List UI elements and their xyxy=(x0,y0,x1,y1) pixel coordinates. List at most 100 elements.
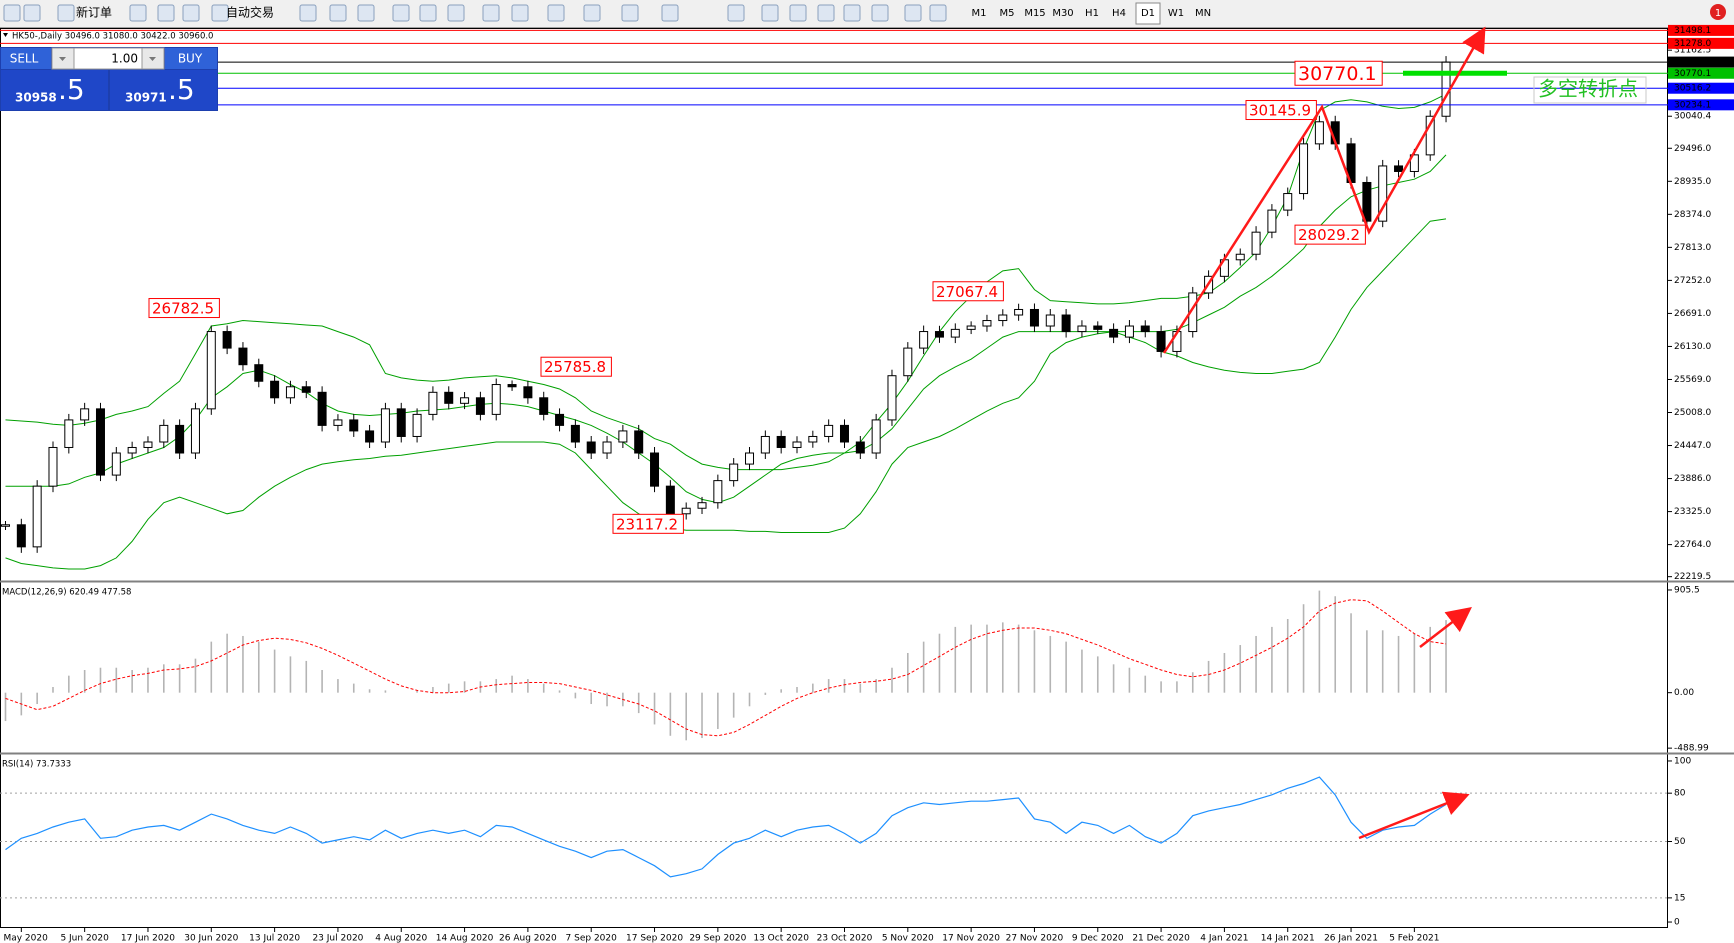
tool-icon[interactable] xyxy=(761,4,779,22)
tool-icon[interactable] xyxy=(392,4,410,22)
price-label: 28029.2 xyxy=(1298,226,1360,244)
x-tick-label: 23 Jul 2020 xyxy=(312,934,363,943)
timeframe-button[interactable]: M1 xyxy=(972,8,987,19)
candle xyxy=(159,424,169,443)
tool-icon[interactable] xyxy=(299,4,317,22)
tool-icon[interactable] xyxy=(357,4,375,22)
toolbar-icons: M1 M5 M15 M30 H1 H4 D1 W1 MN xyxy=(3,2,1211,25)
y-tick-label: 22219.5 xyxy=(1674,572,1711,582)
tool-icon[interactable] xyxy=(817,4,835,22)
y-tick-label: 0.00 xyxy=(1674,688,1694,698)
tool-icon[interactable] xyxy=(3,4,21,22)
candle xyxy=(1045,314,1055,327)
price-label: 26782.5 xyxy=(152,300,214,318)
x-tick-label: 26 Aug 2020 xyxy=(499,934,557,943)
timeframe-button[interactable]: D1 xyxy=(1141,8,1155,19)
tool-icon[interactable] xyxy=(904,4,922,22)
timeframe-button[interactable]: M5 xyxy=(1000,8,1015,19)
auto-trading-button[interactable]: 自动交易 xyxy=(226,5,274,20)
timeframe-button[interactable]: MN xyxy=(1195,8,1211,19)
tool-icon[interactable] xyxy=(57,4,75,22)
y-tick-label: 31162.5 xyxy=(1674,46,1711,56)
x-tick-label: 14 Aug 2020 xyxy=(436,934,494,943)
candle xyxy=(1251,231,1261,255)
candle xyxy=(1283,193,1293,211)
arrow-icon xyxy=(59,57,66,61)
notification-badge[interactable] xyxy=(1710,4,1726,20)
tool-icon[interactable] xyxy=(211,4,229,22)
y-tick-label: 23886.0 xyxy=(1674,474,1711,484)
x-tick-label: 23 Oct 2020 xyxy=(817,934,873,943)
timeframe-button[interactable]: M30 xyxy=(1052,8,1073,19)
buy-button[interactable] xyxy=(165,48,217,69)
candle xyxy=(333,419,343,426)
y-tick-label: 25569.0 xyxy=(1674,375,1711,385)
price-label: 27067.4 xyxy=(936,283,998,301)
timeframe-button[interactable]: W1 xyxy=(1168,8,1184,19)
y-tick-label: 28935.0 xyxy=(1674,177,1711,187)
y-tick-label: 22764.0 xyxy=(1674,540,1711,550)
notification-count: 1 xyxy=(1715,8,1721,19)
tool-icon[interactable] xyxy=(547,4,565,22)
tool-icon[interactable] xyxy=(929,4,947,22)
tool-icon[interactable] xyxy=(727,4,745,22)
candle xyxy=(1409,154,1419,172)
y-tick-label: 29496.0 xyxy=(1674,144,1711,154)
tool-icon[interactable] xyxy=(329,4,347,22)
tool-icon[interactable] xyxy=(182,4,200,22)
tool-icon[interactable] xyxy=(482,4,500,22)
macd-arrow xyxy=(1419,606,1472,648)
x-tick-label: 30 Jun 2020 xyxy=(184,934,238,943)
candle xyxy=(111,452,121,476)
candle xyxy=(396,408,406,437)
price-label-box xyxy=(932,281,1004,302)
rsi-pane: RSI(14) 73.7333 0 15 50 80 100 xyxy=(0,756,1691,928)
x-tick-label: 17 Sep 2020 xyxy=(626,934,683,943)
price-label-box xyxy=(540,356,612,377)
tool-icon[interactable] xyxy=(419,4,437,22)
ask-box[interactable] xyxy=(110,70,217,110)
tool-icon[interactable] xyxy=(789,4,807,22)
x-tick-label: 21 Dec 2020 xyxy=(1132,934,1190,943)
tool-icon[interactable] xyxy=(843,4,861,22)
tool-icon[interactable] xyxy=(447,4,465,22)
one-click-trading: SELL BUY 1.00 30958 .5 30971 .5 xyxy=(0,47,218,111)
bid-box[interactable] xyxy=(1,70,108,110)
timeframe-active xyxy=(1135,2,1161,25)
tool-icon[interactable] xyxy=(23,4,41,22)
y-tick-label: 27252.0 xyxy=(1674,276,1711,286)
candle xyxy=(491,384,501,415)
level-label-bg xyxy=(1668,99,1734,111)
ask-price: 30971 xyxy=(125,91,167,105)
level-label-bg xyxy=(1668,67,1734,79)
price-label: 30145.9 xyxy=(1249,102,1311,120)
tool-icon[interactable] xyxy=(129,4,147,22)
bid-fraction: .5 xyxy=(58,73,85,106)
candle xyxy=(1156,331,1166,352)
candle xyxy=(745,452,755,465)
annotation: 多空转折点 xyxy=(1538,77,1638,101)
candle xyxy=(665,485,675,515)
timeframe-button[interactable]: H4 xyxy=(1112,8,1126,19)
timeframe-button[interactable]: H1 xyxy=(1085,8,1099,19)
candle xyxy=(634,430,644,454)
candle xyxy=(95,408,105,476)
candle xyxy=(1029,308,1039,327)
tool-icon[interactable] xyxy=(661,4,679,22)
candle xyxy=(555,413,565,426)
trend-arrow xyxy=(1162,26,1486,354)
tool-icon[interactable] xyxy=(871,4,889,22)
x-tick-label: 5 Feb 2021 xyxy=(1389,934,1439,943)
candle xyxy=(998,314,1008,322)
timeframe-button[interactable]: M15 xyxy=(1024,8,1045,19)
candle xyxy=(1124,325,1134,338)
new-order-button[interactable]: 新订单 xyxy=(76,5,112,20)
tool-icon[interactable] xyxy=(621,4,639,22)
y-tick-label: 0 xyxy=(1674,918,1680,928)
tool-icon[interactable] xyxy=(511,4,529,22)
tool-icon[interactable] xyxy=(157,4,175,22)
ask-fraction: .5 xyxy=(168,73,195,106)
sell-button[interactable] xyxy=(1,48,51,69)
tool-icon[interactable] xyxy=(583,4,601,22)
bollinger-middle xyxy=(5,154,1447,504)
